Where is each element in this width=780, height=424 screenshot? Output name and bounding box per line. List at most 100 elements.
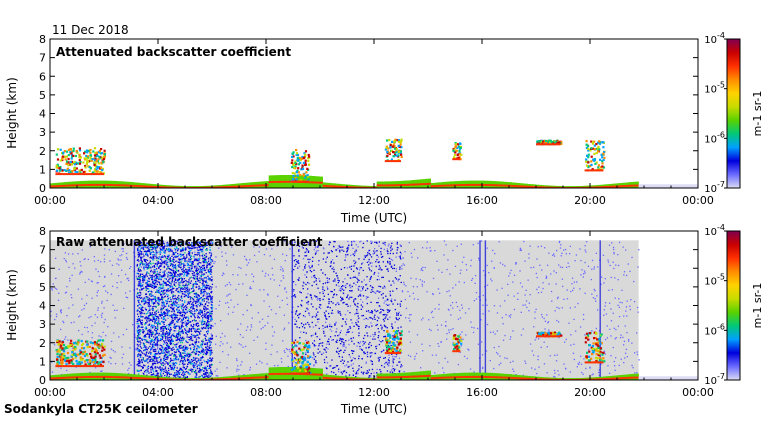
noise-speckle bbox=[613, 347, 614, 348]
noise-speckle bbox=[572, 278, 573, 279]
cloud-cell bbox=[73, 168, 75, 170]
noise-speckle bbox=[438, 362, 439, 363]
noise-speckle bbox=[253, 281, 254, 282]
noise-speckle bbox=[184, 315, 185, 316]
noise-speckle bbox=[581, 364, 582, 365]
cloud-cell bbox=[455, 145, 457, 147]
noise-speckle bbox=[205, 309, 206, 310]
noise-speckle bbox=[211, 307, 212, 308]
noise-speckle bbox=[161, 298, 162, 299]
noise-speckle bbox=[552, 255, 553, 256]
noise-speckle bbox=[459, 281, 460, 282]
noise-speckle bbox=[622, 302, 623, 303]
noise-speckle bbox=[410, 342, 411, 343]
noise-speckle bbox=[247, 310, 248, 311]
boundary-layer-peak bbox=[382, 184, 385, 186]
noise-speckle bbox=[141, 310, 142, 311]
noise-speckle bbox=[362, 289, 363, 290]
noise-speckle bbox=[284, 352, 285, 353]
noise-speckle bbox=[211, 342, 212, 343]
boundary-layer-peak bbox=[420, 183, 423, 185]
noise-speckle bbox=[161, 276, 162, 277]
noise-speckle bbox=[170, 261, 171, 262]
noise-speckle bbox=[262, 271, 263, 272]
noise-speckle bbox=[466, 269, 467, 270]
noise-speckle bbox=[155, 326, 156, 327]
noise-speckle bbox=[541, 269, 542, 270]
noise-speckle bbox=[304, 274, 305, 275]
cloud-cell bbox=[586, 155, 588, 157]
cloud-cell bbox=[60, 159, 62, 161]
noise-speckle bbox=[193, 304, 194, 305]
boundary-layer-peak bbox=[139, 185, 142, 187]
boundary-layer-peak bbox=[112, 184, 115, 186]
noise-speckle bbox=[190, 301, 191, 302]
noise-speckle bbox=[182, 360, 183, 361]
noise-speckle bbox=[348, 340, 349, 341]
noise-speckle bbox=[326, 373, 327, 374]
noise-speckle bbox=[250, 367, 251, 368]
noise-speckle bbox=[414, 356, 415, 357]
x-tick-label: 00:00 bbox=[34, 194, 66, 207]
noise-speckle bbox=[88, 259, 89, 260]
noise-speckle bbox=[450, 314, 451, 315]
noise-speckle bbox=[175, 357, 176, 358]
boundary-layer-peak bbox=[64, 185, 67, 187]
noise-speckle bbox=[252, 318, 253, 319]
noise-speckle bbox=[283, 275, 284, 276]
noise-speckle bbox=[242, 337, 243, 338]
noise-speckle bbox=[539, 265, 540, 266]
noise-speckle bbox=[528, 310, 529, 311]
noise-speckle bbox=[115, 363, 116, 364]
noise-speckle bbox=[109, 249, 110, 250]
noise-speckle bbox=[196, 374, 197, 375]
noise-speckle bbox=[198, 269, 199, 270]
cloud-cell bbox=[89, 170, 91, 172]
cloud-cell bbox=[89, 149, 91, 151]
noise-speckle bbox=[362, 345, 363, 346]
noise-speckle bbox=[584, 272, 585, 273]
noise-speckle bbox=[69, 280, 70, 281]
noise-speckle bbox=[187, 360, 188, 361]
noise-speckle bbox=[176, 340, 177, 341]
noise-speckle bbox=[160, 353, 161, 354]
noise-speckle bbox=[189, 265, 190, 266]
noise-speckle bbox=[570, 246, 571, 247]
noise-speckle bbox=[117, 282, 118, 283]
cloud-cell bbox=[308, 178, 310, 180]
noise-speckle bbox=[272, 335, 273, 336]
noise-speckle bbox=[499, 356, 500, 357]
boundary-layer-peak bbox=[147, 186, 150, 188]
noise-speckle bbox=[618, 326, 619, 327]
cloud-cell bbox=[297, 167, 299, 169]
noise-speckle bbox=[148, 265, 149, 266]
noise-speckle bbox=[597, 309, 598, 310]
noise-speckle bbox=[180, 289, 181, 290]
noise-speckle bbox=[280, 269, 281, 270]
noise-speckle bbox=[615, 370, 616, 371]
noise-speckle bbox=[446, 339, 447, 340]
noise-speckle bbox=[151, 270, 152, 271]
y-tick-label: 5 bbox=[39, 89, 46, 102]
colorbar-label: m-1 sr-1 bbox=[751, 91, 764, 137]
noise-speckle bbox=[171, 256, 172, 257]
noise-speckle bbox=[401, 253, 402, 254]
noise-speckle bbox=[203, 295, 204, 296]
cloud-cell bbox=[86, 151, 88, 153]
noise-speckle bbox=[521, 312, 522, 313]
boundary-layer-peak bbox=[379, 184, 382, 186]
noise-speckle bbox=[546, 277, 547, 278]
cloud-cell bbox=[292, 178, 294, 180]
instrument-label: Sodankyla CT25K ceilometer bbox=[4, 402, 198, 416]
noise-speckle bbox=[560, 247, 561, 248]
noise-speckle bbox=[144, 339, 145, 340]
noise-speckle bbox=[152, 266, 153, 267]
cloud-cell bbox=[602, 141, 604, 143]
noise-speckle bbox=[340, 288, 341, 289]
noise-speckle bbox=[175, 249, 176, 250]
noise-speckle bbox=[197, 270, 198, 271]
cloud-cell bbox=[293, 167, 295, 169]
colorbar-tick-label: 10-6 bbox=[704, 130, 725, 145]
noise-speckle bbox=[613, 268, 614, 269]
